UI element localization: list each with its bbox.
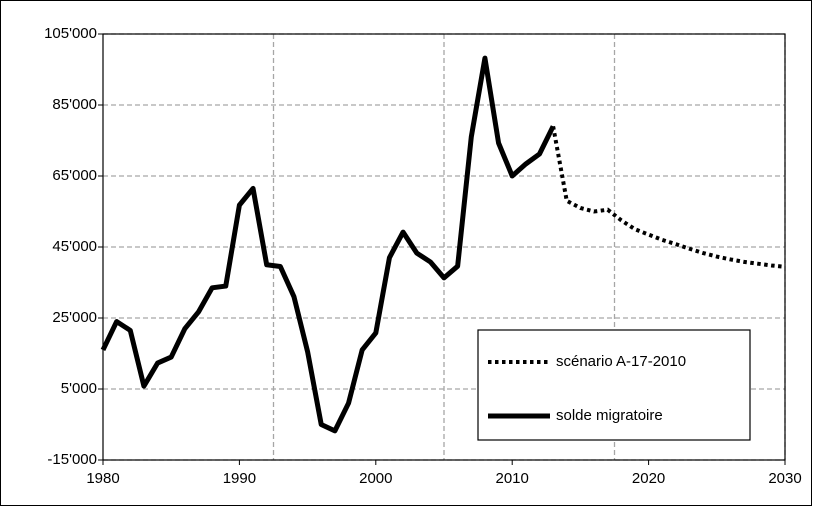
x-tick-label: 1990	[223, 470, 256, 487]
x-tick-label: 2030	[768, 470, 801, 487]
x-tick-label: 2000	[359, 470, 392, 487]
legend-box	[477, 329, 751, 441]
line-series	[551, 125, 786, 269]
x-tick-label: 2010	[496, 470, 529, 487]
y-tick-label: 105'000	[44, 25, 97, 42]
y-tick-label: 45'000	[52, 238, 97, 255]
y-tick-label: 65'000	[52, 167, 97, 184]
legend-label: solde migratoire	[556, 407, 663, 424]
y-tick-label: 85'000	[52, 96, 97, 113]
line-series	[100, 55, 556, 434]
y-tick-label: 5'000	[61, 380, 97, 397]
plot-frame	[102, 33, 786, 461]
x-tick-label: 2020	[632, 470, 665, 487]
legend-label: scénario A-17-2010	[556, 353, 686, 370]
x-tick-label: 1980	[86, 470, 119, 487]
y-tick-label: -15'000	[47, 451, 97, 468]
y-tick-label: 25'000	[52, 309, 97, 326]
